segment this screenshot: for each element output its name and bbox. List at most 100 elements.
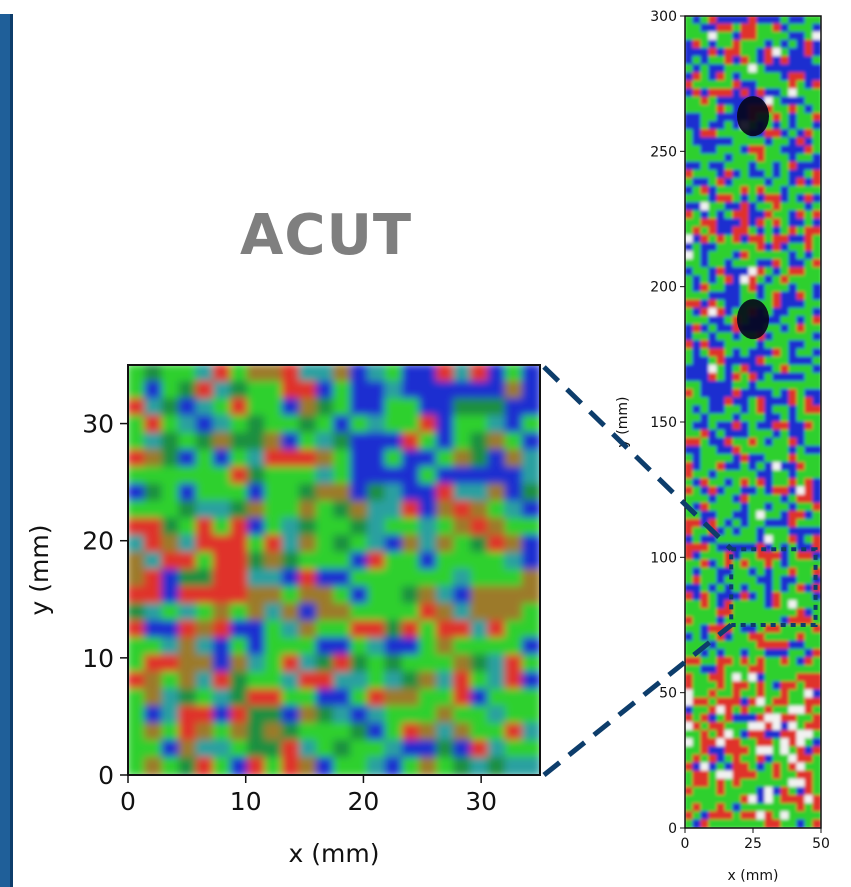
strip-cell: [756, 234, 766, 244]
strip-cell: [716, 39, 726, 49]
strip-cell: [772, 478, 782, 488]
strip-cell: [708, 624, 718, 634]
inset-cell: [161, 415, 181, 435]
inset-cell: [195, 415, 215, 435]
strip-cell: [764, 226, 774, 236]
strip-cell: [724, 640, 734, 650]
strip-cell: [796, 283, 806, 293]
inset-cell: [350, 569, 370, 589]
strip-cell: [724, 819, 734, 828]
inset-cell: [264, 722, 284, 742]
strip-cell: [708, 88, 718, 98]
strip-x-tick-label: 0: [681, 836, 690, 852]
strip-cell: [780, 315, 790, 326]
strip-cell: [796, 721, 806, 732]
strip-cell: [804, 754, 814, 764]
strip-cell: [724, 445, 734, 455]
inset-x-tick-label: 20: [348, 787, 380, 816]
strip-cell: [700, 72, 710, 82]
strip-cell: [764, 786, 774, 797]
strip-cell: [716, 161, 726, 171]
strip-cell: [708, 307, 718, 317]
inset-cell: [212, 756, 232, 775]
strip-cell: [692, 226, 702, 236]
strip-cell: [700, 502, 710, 512]
strip-cell: [804, 137, 814, 147]
inset-cell: [230, 620, 250, 640]
strip-cell: [796, 502, 806, 512]
strip-cell: [764, 437, 774, 447]
inset-cell: [264, 398, 284, 418]
strip-cell: [788, 705, 798, 715]
inset-cell: [333, 483, 353, 503]
strip-cell: [804, 502, 814, 512]
inset-cell: [436, 654, 456, 674]
strip-cell: [724, 324, 734, 334]
strip-cell: [756, 583, 766, 594]
strip-cell: [812, 600, 821, 610]
strip-cell: [740, 226, 750, 236]
strip-cell: [796, 673, 806, 683]
inset-cell: [487, 722, 507, 742]
strip-cell: [708, 364, 718, 374]
strip-cell: [804, 112, 814, 123]
inset-cell: [487, 398, 507, 418]
strip-cell: [756, 803, 766, 813]
strip-cell: [708, 259, 718, 269]
strip-cell: [708, 762, 718, 772]
strip-cell: [772, 39, 782, 49]
strip-cell: [716, 535, 726, 545]
strip-cell: [708, 421, 718, 431]
inset-cell: [487, 671, 507, 691]
inset-cell: [401, 381, 421, 401]
strip-cell: [740, 389, 750, 399]
strip-cell: [756, 648, 766, 658]
strip-cell: [732, 348, 742, 358]
strip-cell: [732, 56, 742, 66]
inset-cell: [384, 415, 404, 435]
inset-cell: [264, 654, 284, 674]
inset-cell: [487, 449, 507, 469]
strip-cell: [716, 421, 726, 431]
inset-cell: [128, 722, 147, 742]
strip-cell: [740, 762, 750, 772]
strip-cell: [804, 445, 814, 455]
strip-cell: [692, 535, 702, 545]
strip-cell: [732, 494, 742, 504]
inset-cell: [333, 517, 353, 537]
inset-cell: [161, 534, 181, 554]
strip-cell: [772, 283, 782, 293]
inset-cell: [230, 586, 250, 606]
strip-cell: [772, 453, 782, 464]
strip-cell: [685, 713, 694, 723]
strip-cell: [732, 234, 742, 244]
strip-cell: [764, 803, 774, 813]
strip-cell: [708, 486, 718, 496]
inset-cell: [384, 739, 404, 759]
inset-cell: [436, 449, 456, 469]
strip-cell: [732, 486, 742, 496]
strip-cell: [748, 754, 758, 764]
strip-cell: [740, 283, 750, 293]
strip-cell: [804, 429, 814, 439]
strip-cell: [716, 397, 726, 407]
inset-cell: [401, 705, 421, 725]
strip-cell: [740, 502, 750, 512]
strip-cell: [708, 608, 718, 618]
strip-cell: [756, 421, 766, 431]
inset-cell: [178, 586, 198, 606]
strip-cell: [748, 153, 758, 163]
strip-cell: [804, 786, 814, 797]
strip-cell: [780, 96, 790, 106]
strip-cell: [732, 730, 742, 740]
strip-cell: [772, 437, 782, 447]
inset-cell: [350, 415, 370, 435]
strip-cell: [788, 234, 798, 244]
inset-cell: [298, 671, 318, 691]
inset-cell: [178, 705, 198, 725]
inset-cell: [281, 551, 301, 571]
strip-cell: [764, 397, 774, 407]
strip-cell: [788, 470, 798, 480]
strip-cell: [724, 770, 734, 780]
strip-cell: [700, 389, 710, 399]
